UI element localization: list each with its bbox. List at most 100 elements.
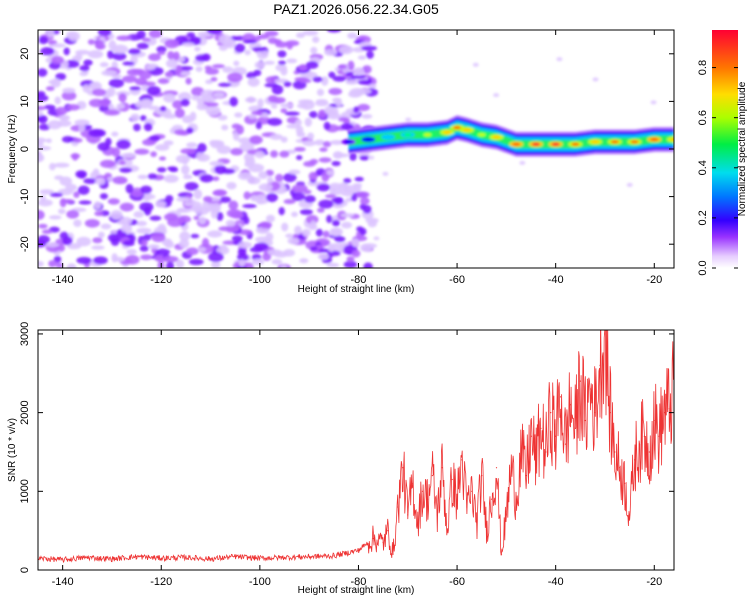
noise-blob xyxy=(340,213,355,218)
noise-blob xyxy=(368,155,375,160)
noise-blob xyxy=(271,259,283,265)
noise-blob xyxy=(43,104,56,110)
noise-blob xyxy=(186,127,194,134)
noise-blob xyxy=(361,114,373,119)
noise-blob xyxy=(346,256,355,263)
noise-blob xyxy=(147,173,158,180)
noise-blob xyxy=(141,239,148,246)
noise-blob xyxy=(141,37,151,42)
colorbar-tick-label: 0.8 xyxy=(697,60,709,75)
noise-blob xyxy=(159,106,167,112)
noise-blob xyxy=(248,114,257,119)
noise-blob xyxy=(209,161,224,166)
noise-blob xyxy=(226,181,237,190)
noise-blob xyxy=(95,177,106,185)
noise-blob xyxy=(301,228,311,237)
noise-blob xyxy=(163,93,176,103)
noise-blob xyxy=(133,123,141,132)
noise-blob xyxy=(213,140,225,148)
noise-blob xyxy=(351,74,367,79)
noise-blob xyxy=(283,249,296,257)
noise-blob xyxy=(155,144,170,151)
noise-blob xyxy=(98,231,105,239)
snr-point xyxy=(589,388,591,390)
noise-blob xyxy=(265,232,274,242)
noise-blob xyxy=(38,235,50,244)
noise-blob xyxy=(317,207,325,213)
noise-blob xyxy=(145,64,156,71)
noise-blob xyxy=(281,222,289,232)
noise-blob xyxy=(175,259,185,268)
noise-blob xyxy=(296,131,306,138)
noise-blob xyxy=(65,183,78,192)
noise-blob xyxy=(151,232,166,243)
snr-point xyxy=(456,498,458,500)
colorbar-label: Normalized spectral amplitude xyxy=(737,81,748,216)
noise-blob xyxy=(157,78,170,85)
noise-blob xyxy=(280,103,294,108)
snr-x-tick-label: -80 xyxy=(351,576,367,588)
noise-blob xyxy=(197,246,207,253)
noise-blob xyxy=(79,65,90,72)
noise-blob xyxy=(139,115,147,121)
spectrogram-x-tick-label: -100 xyxy=(249,274,271,286)
snr-point xyxy=(476,522,478,524)
noise-blob xyxy=(326,169,335,176)
noise-blob xyxy=(333,153,350,158)
noise-blob xyxy=(140,254,153,261)
noise-blob xyxy=(310,46,318,55)
noise-blob xyxy=(157,51,166,56)
noise-blob xyxy=(351,249,361,258)
noise-blob xyxy=(134,148,150,155)
noise-blob xyxy=(332,97,341,103)
noise-blob xyxy=(324,194,337,199)
snr-point xyxy=(86,556,88,559)
noise-blob xyxy=(251,47,268,52)
noise-blob xyxy=(322,141,332,148)
noise-blob xyxy=(180,148,196,155)
snr-point xyxy=(505,514,507,516)
snr-point xyxy=(402,467,404,469)
snr-point xyxy=(283,556,286,559)
noise-blob xyxy=(368,83,377,89)
signal-band-layers xyxy=(341,115,674,157)
noise-blob xyxy=(38,110,44,117)
snr-point xyxy=(569,404,572,406)
noise-blob xyxy=(107,86,116,97)
snr-point xyxy=(530,435,532,437)
noise-blob xyxy=(63,47,70,56)
noise-blob xyxy=(50,78,61,88)
noise-blob xyxy=(120,224,133,233)
snr-x-tick-label: -40 xyxy=(548,576,564,588)
noise-blob xyxy=(176,197,191,202)
noise-blob xyxy=(87,50,104,59)
noise-blob xyxy=(208,252,224,262)
noise-blob xyxy=(317,253,330,260)
noise-blob xyxy=(48,260,57,268)
noise-blob xyxy=(38,146,52,151)
noise-blob xyxy=(298,99,314,105)
noise-blob xyxy=(148,53,161,62)
snr-point xyxy=(209,558,212,560)
noise-blob xyxy=(82,84,91,93)
noise-blob xyxy=(265,214,276,223)
noise-blob xyxy=(116,139,131,150)
noise-blob xyxy=(49,192,64,197)
noise-blob xyxy=(183,201,195,207)
snr-point xyxy=(574,427,576,429)
noise-blob xyxy=(75,170,88,179)
noise-blob xyxy=(261,112,269,118)
noise-blob xyxy=(256,33,270,40)
noise-blob xyxy=(232,211,243,219)
noise-blob xyxy=(245,71,257,79)
spectrogram-x-tick-label: -140 xyxy=(52,274,74,286)
snr-point xyxy=(535,459,537,461)
snr-y-tick-label: 3000 xyxy=(19,322,31,346)
noise-blob xyxy=(94,211,104,217)
noise-blob xyxy=(304,195,316,203)
snr-point xyxy=(653,419,655,422)
snr-point xyxy=(604,333,606,335)
noise-blob xyxy=(164,38,180,49)
noise-blob xyxy=(286,42,293,50)
